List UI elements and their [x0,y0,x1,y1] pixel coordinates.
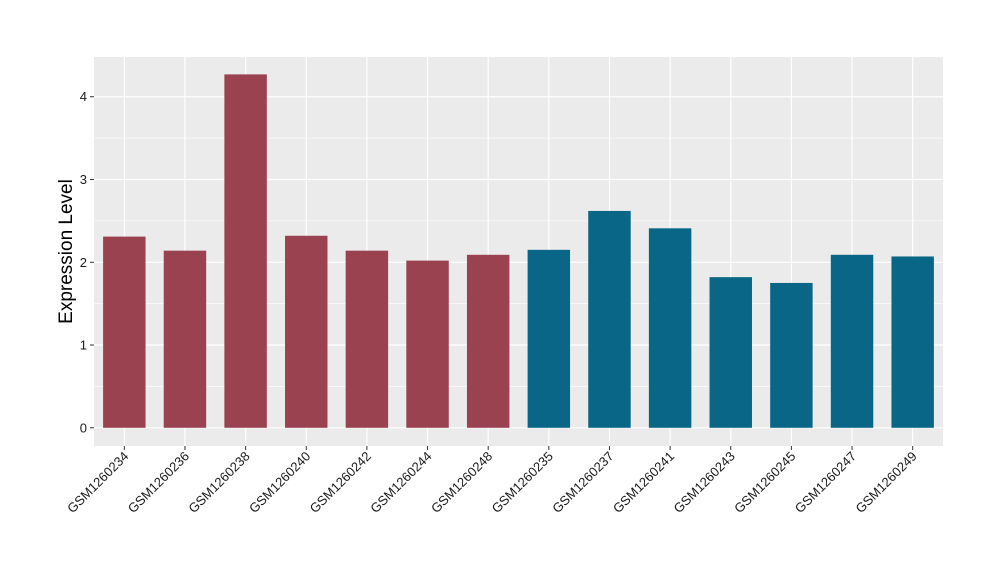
x-tick-label: GSM1260238 [185,449,252,516]
x-tick-label: GSM1260244 [367,449,434,516]
bar-GSM1260249 [891,256,934,428]
x-tick-label: GSM1260245 [731,449,798,516]
plot-panel [94,57,943,446]
bar-GSM1260245 [770,282,813,428]
y-tick-label: 4 [80,89,87,104]
bar-GSM1260242 [345,250,389,428]
bar-GSM1260235 [527,249,571,428]
y-axis: 0 1 2 3 4 [80,89,94,435]
y-tick-label: 2 [80,255,87,270]
bar-GSM1260234 [103,236,146,428]
bar-GSM1260248 [466,254,510,428]
y-tick-label: 3 [80,172,87,187]
x-tick-label: GSM1260240 [246,449,313,516]
x-tick-label: GSM1260241 [610,449,677,516]
x-tick-label: GSM1260247 [792,449,859,516]
bar-GSM1260241 [648,228,692,428]
x-tick-label: GSM1260235 [489,449,556,516]
x-tick-label: GSM1260234 [64,449,131,516]
x-tick-label: GSM1260236 [125,449,192,516]
x-tick-label: GSM1260243 [671,449,738,516]
bar-GSM1260244 [406,260,449,428]
x-tick-label: GSM1260237 [549,449,616,516]
bar-GSM1260247 [830,254,874,428]
x-tick-label: GSM1260249 [852,449,919,516]
bar-GSM1260243 [709,277,752,428]
bars [103,74,934,428]
bar-GSM1260238 [224,74,267,428]
y-axis-title: Expression Level [56,179,77,324]
x-tick-label: GSM1260242 [307,449,374,516]
x-axis: GSM1260234GSM1260236GSM1260238GSM1260240… [64,446,920,516]
bar-GSM1260240 [285,235,328,428]
bar-GSM1260236 [163,250,207,428]
y-tick-label: 1 [80,338,87,353]
x-tick-label: GSM1260248 [428,449,495,516]
y-tick-label: 0 [80,420,87,435]
bar-GSM1260237 [588,210,631,428]
